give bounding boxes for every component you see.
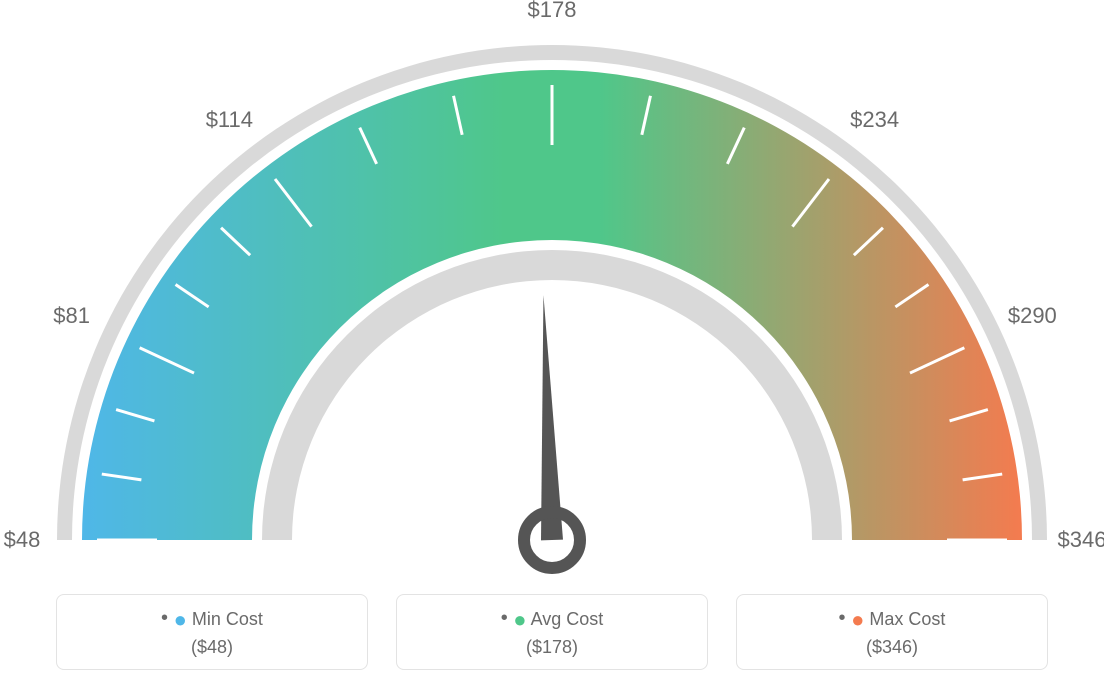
legend-card-avg: ● Avg Cost ($178) [396, 594, 708, 670]
gauge-tick-label: $178 [528, 0, 577, 23]
legend-value-avg: ($178) [526, 637, 578, 658]
legend-title-max: ● Max Cost [839, 607, 946, 633]
gauge-tick-label: $290 [1008, 303, 1057, 329]
legend-value-max: ($346) [866, 637, 918, 658]
gauge-tick-label: $346 [1058, 527, 1104, 553]
legend-card-max: ● Max Cost ($346) [736, 594, 1048, 670]
gauge-svg [0, 0, 1104, 580]
legend-title-min: ● Min Cost [161, 607, 263, 633]
gauge-tick-label: $48 [4, 527, 41, 553]
gauge-tick-label: $81 [53, 303, 90, 329]
gauge-tick-label: $114 [206, 107, 253, 133]
gauge-tick-label: $234 [850, 107, 899, 133]
legend-card-min: ● Min Cost ($48) [56, 594, 368, 670]
gauge-area [0, 0, 1104, 580]
legend-row: ● Min Cost ($48) ● Avg Cost ($178) ● Max… [0, 594, 1104, 670]
legend-title-avg: ● Avg Cost [501, 607, 604, 633]
legend-value-min: ($48) [191, 637, 233, 658]
gauge-chart-container: $48 $81 $114 $178 $234 $290 $346 ● Min Cost ($… [0, 0, 1104, 690]
